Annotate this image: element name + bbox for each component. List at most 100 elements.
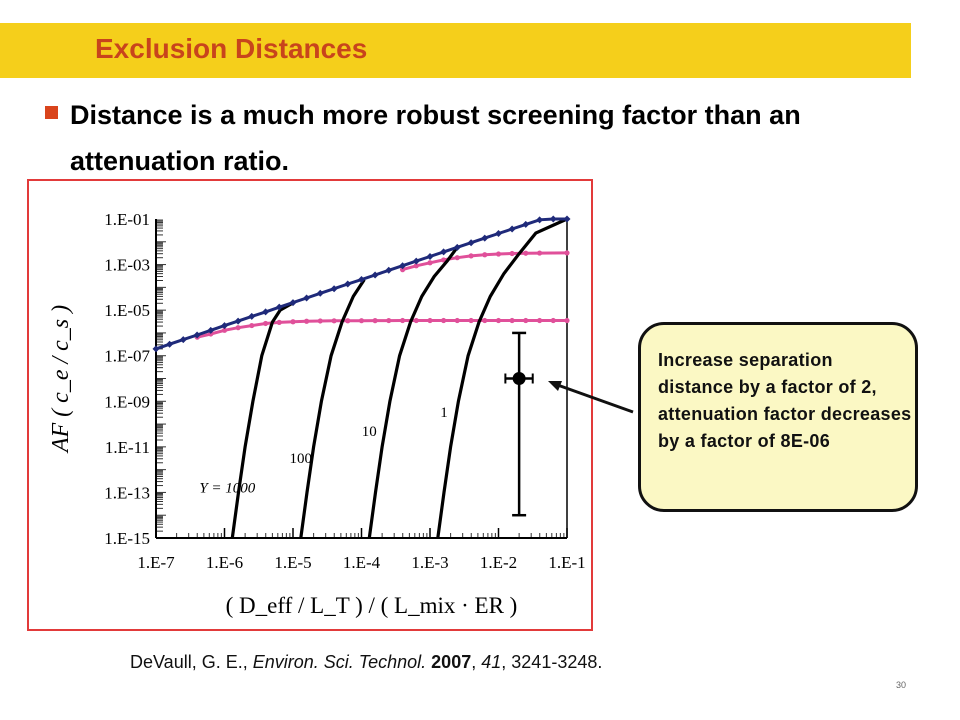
curve-label: 100 <box>290 451 313 467</box>
pink-series-point <box>304 318 310 324</box>
citation: DeVaull, G. E., Environ. Sci. Technol. 2… <box>130 652 603 672</box>
chart-frame: 1.E-01 1.E-03 1.E-05 1.E-07 1.E-09 1.E-11 1.E-… <box>27 179 593 631</box>
navy-series-point <box>179 336 187 344</box>
navy-series-point <box>536 216 544 224</box>
navy-series-point <box>262 308 270 316</box>
callout-box: Increase separation distance by a factor… <box>638 322 918 512</box>
x-tick-label: 1.E-4 <box>343 553 381 572</box>
pink-series-point <box>413 263 419 269</box>
pink-series-point <box>221 327 228 333</box>
y-axis-title: AF ( c_e / c_s ) <box>48 305 74 454</box>
title-bar: Exclusion Distances <box>0 23 911 78</box>
navy-series-point <box>371 271 379 279</box>
navy-series-point <box>508 225 516 233</box>
pink-series-point <box>399 267 406 273</box>
pink-series-point <box>386 317 392 324</box>
pink-series-point <box>454 255 460 261</box>
pink-series-point <box>509 250 515 257</box>
y-tick-label: 1.E-15 <box>104 529 150 548</box>
pink-series-point <box>482 252 488 258</box>
pink-series-point <box>482 317 488 324</box>
pink-series-point <box>495 317 502 324</box>
x-tick-label: 1.E-2 <box>480 553 517 572</box>
pink-series-point <box>523 250 529 256</box>
pink-series-point <box>372 318 378 324</box>
black-curve-line <box>299 278 366 539</box>
pink-series-point <box>468 253 474 259</box>
navy-series-point <box>289 299 297 307</box>
page-number: 30 <box>896 680 907 690</box>
y-tick-label: 1.E-13 <box>104 483 150 502</box>
navy-series-point <box>193 331 201 339</box>
pink-series-point <box>276 319 282 325</box>
black-curve-line <box>230 301 294 539</box>
navy-series-point <box>549 215 557 223</box>
curve-label: Y = 1000 <box>199 480 255 496</box>
navy-series-point <box>303 294 311 302</box>
pink-series-point <box>290 319 296 325</box>
navy-series-point <box>275 303 283 311</box>
navy-series-point <box>166 340 174 348</box>
pink-series-point <box>468 317 474 324</box>
navy-series-point <box>248 312 256 320</box>
pink-series-point <box>509 317 515 324</box>
pink-series-point <box>564 317 570 324</box>
navy-series-point <box>316 289 324 297</box>
navy-series-point <box>152 345 160 353</box>
pink-series-point <box>550 317 556 324</box>
pink-series-point <box>399 317 406 324</box>
pink-series-point <box>262 320 269 327</box>
pink-series-point <box>345 318 351 324</box>
x-tick-label: 1.E-6 <box>206 553 243 572</box>
bullet-marker <box>45 106 58 119</box>
error-bar-point <box>512 372 526 385</box>
navy-series-point <box>481 234 489 242</box>
y-tick-label: 1.E-03 <box>104 256 150 275</box>
y-tick-label: 1.E-07 <box>104 347 150 366</box>
pink-series-point <box>495 251 502 257</box>
citation-journal: Environ. Sci. Technol. <box>252 652 427 672</box>
y-tick-label: 1.E-11 <box>105 438 150 457</box>
bullet-text: Distance is a much more robust screening… <box>70 100 801 176</box>
x-tick-label: 1.E-7 <box>137 553 175 572</box>
citation-authors: DeVaull, G. E., <box>130 652 253 672</box>
pink-series-point <box>536 250 543 256</box>
citation-volume: 41 <box>481 652 502 672</box>
navy-series-point <box>563 215 571 223</box>
pink-series-line <box>196 319 567 339</box>
citation-year: 2007 <box>431 652 472 672</box>
navy-series-point <box>358 276 365 284</box>
navy-series-point <box>467 239 475 247</box>
x-tick-label: 1.E-3 <box>411 553 448 572</box>
pink-series-point <box>427 317 433 324</box>
navy-series-point <box>522 220 530 228</box>
navy-series-point <box>234 317 242 325</box>
navy-series-point <box>330 285 338 293</box>
navy-series-point <box>453 243 461 251</box>
black-curve-line <box>436 217 568 539</box>
black-curve-line <box>367 246 459 539</box>
pink-series-point <box>413 317 419 324</box>
pink-series-point <box>564 250 570 256</box>
pink-series-point <box>536 317 543 324</box>
x-tick-label: 1.E-5 <box>274 553 311 572</box>
navy-series-point <box>440 248 448 256</box>
navy-series-point <box>385 266 393 274</box>
navy-series-point <box>495 230 502 238</box>
curve-label: 1 <box>440 405 448 421</box>
y-tick-label: 1.E-01 <box>104 210 150 229</box>
pink-series-point <box>235 325 241 331</box>
y-tick-label: 1.E-05 <box>104 301 150 320</box>
curve-label: 10 <box>362 424 377 440</box>
navy-series-point <box>221 322 228 330</box>
navy-series-point <box>344 280 352 288</box>
navy-series-point <box>207 326 215 334</box>
pink-series-point <box>523 317 529 324</box>
pink-series-point <box>454 317 460 324</box>
navy-series-point <box>412 257 420 265</box>
navy-series-point <box>426 253 434 261</box>
pink-series-point <box>441 317 447 324</box>
attenuation-chart: 1.E-01 1.E-03 1.E-05 1.E-07 1.E-09 1.E-11 1.E-… <box>48 210 586 618</box>
pink-series-point <box>427 260 433 266</box>
y-tick-label: 1.E-09 <box>104 392 150 411</box>
